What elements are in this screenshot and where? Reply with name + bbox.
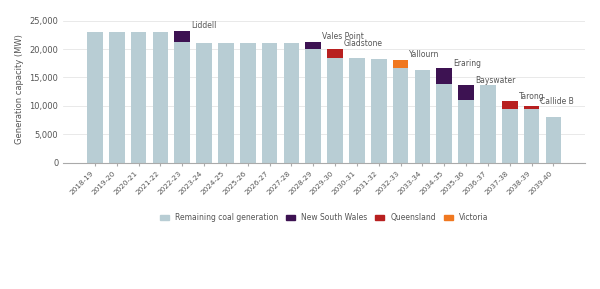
Bar bbox=[458, 85, 474, 100]
Bar bbox=[524, 109, 539, 163]
Text: Eraring: Eraring bbox=[453, 59, 481, 68]
Bar bbox=[524, 106, 539, 109]
Bar bbox=[284, 43, 299, 163]
Legend: Remaining coal generation, New South Wales, Queensland, Victoria: Remaining coal generation, New South Wal… bbox=[158, 212, 490, 224]
Text: Bayswater: Bayswater bbox=[475, 76, 515, 85]
Bar bbox=[371, 59, 386, 163]
Bar bbox=[327, 49, 343, 58]
Bar bbox=[502, 109, 518, 163]
Bar bbox=[502, 101, 518, 109]
Bar bbox=[240, 43, 256, 163]
Bar bbox=[545, 117, 561, 163]
Bar bbox=[480, 85, 496, 163]
Bar bbox=[109, 32, 125, 163]
Y-axis label: Generation capacity (MW): Generation capacity (MW) bbox=[15, 34, 24, 144]
Bar bbox=[152, 32, 168, 163]
Bar bbox=[87, 32, 103, 163]
Bar bbox=[262, 43, 277, 163]
Bar bbox=[349, 58, 365, 163]
Bar bbox=[175, 31, 190, 42]
Bar bbox=[305, 49, 321, 163]
Bar bbox=[393, 68, 409, 163]
Bar bbox=[131, 32, 146, 163]
Bar bbox=[327, 58, 343, 163]
Text: Vales Point: Vales Point bbox=[322, 32, 364, 41]
Bar bbox=[218, 43, 234, 163]
Bar bbox=[436, 84, 452, 163]
Text: Yallourn: Yallourn bbox=[409, 50, 440, 59]
Text: Gladstone: Gladstone bbox=[344, 40, 383, 49]
Bar bbox=[196, 43, 212, 163]
Bar bbox=[458, 100, 474, 163]
Bar bbox=[436, 68, 452, 84]
Bar bbox=[305, 42, 321, 49]
Text: Callide B: Callide B bbox=[541, 97, 574, 106]
Bar bbox=[415, 70, 430, 163]
Bar bbox=[393, 60, 409, 68]
Bar bbox=[175, 42, 190, 163]
Text: Tarong: Tarong bbox=[518, 92, 544, 101]
Text: Liddell: Liddell bbox=[191, 21, 217, 30]
